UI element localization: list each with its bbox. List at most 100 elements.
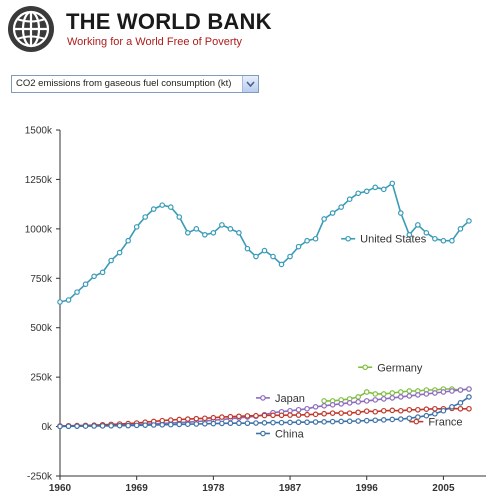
data-point-united-states[interactable]	[74, 289, 80, 295]
data-point-united-states[interactable]	[346, 196, 353, 203]
data-point-united-states[interactable]	[236, 230, 242, 236]
data-point-china[interactable]	[440, 407, 447, 414]
data-point-china[interactable]	[167, 421, 174, 428]
data-point-france[interactable]	[312, 411, 319, 418]
data-point-japan[interactable]	[380, 396, 387, 402]
data-point-germany[interactable]	[321, 398, 327, 404]
data-point-japan[interactable]	[329, 402, 336, 408]
brand-title[interactable]: THE WORLD BANK	[66, 9, 272, 34]
data-point-china[interactable]	[432, 410, 438, 417]
data-point-france[interactable]	[219, 414, 225, 420]
data-point-japan[interactable]	[415, 392, 421, 398]
data-point-china[interactable]	[133, 422, 140, 429]
data-point-japan[interactable]	[295, 406, 302, 413]
data-point-united-states[interactable]	[415, 222, 421, 228]
data-point-china[interactable]	[150, 422, 157, 428]
data-point-france[interactable]	[185, 416, 191, 422]
data-point-france[interactable]	[346, 410, 353, 416]
data-point-united-states[interactable]	[167, 204, 174, 210]
data-point-france[interactable]	[380, 407, 387, 414]
data-point-japan[interactable]	[372, 397, 379, 403]
data-point-china[interactable]	[287, 419, 293, 426]
data-point-france[interactable]	[261, 412, 268, 419]
data-point-germany[interactable]	[380, 391, 387, 397]
data-point-france[interactable]	[355, 409, 362, 416]
data-point-japan[interactable]	[321, 403, 327, 409]
data-point-japan[interactable]	[423, 391, 430, 397]
data-point-united-states[interactable]	[397, 210, 404, 216]
data-point-japan[interactable]	[406, 393, 413, 399]
data-point-china[interactable]	[380, 417, 387, 423]
data-point-france[interactable]	[397, 407, 404, 414]
data-point-united-states[interactable]	[440, 237, 447, 244]
data-point-germany[interactable]	[372, 391, 379, 397]
data-point-united-states[interactable]	[406, 231, 413, 238]
data-point-united-states[interactable]	[380, 186, 387, 193]
data-point-france[interactable]	[236, 413, 242, 420]
data-point-france[interactable]	[372, 408, 379, 415]
data-point-united-states[interactable]	[355, 190, 362, 197]
data-point-japan[interactable]	[457, 387, 464, 393]
data-point-united-states[interactable]	[99, 269, 106, 276]
data-point-china[interactable]	[457, 400, 464, 406]
data-point-china[interactable]	[295, 419, 302, 426]
data-point-united-states[interactable]	[57, 299, 63, 305]
data-point-china[interactable]	[415, 414, 421, 420]
indicator-select[interactable]: CO2 emissions from gaseous fuel consumpt…	[11, 75, 259, 93]
data-point-china[interactable]	[193, 421, 200, 427]
data-point-china[interactable]	[466, 394, 472, 400]
data-point-china[interactable]	[74, 423, 80, 429]
data-point-france[interactable]	[304, 411, 310, 418]
data-point-japan[interactable]	[397, 394, 404, 400]
data-point-japan[interactable]	[312, 403, 319, 410]
data-point-japan[interactable]	[389, 395, 396, 401]
data-point-united-states[interactable]	[142, 214, 149, 220]
data-point-united-states[interactable]	[304, 237, 310, 244]
data-point-united-states[interactable]	[227, 226, 234, 232]
data-point-france[interactable]	[295, 412, 302, 418]
data-point-china[interactable]	[82, 423, 89, 429]
data-point-united-states[interactable]	[244, 245, 251, 252]
data-point-france[interactable]	[338, 410, 344, 416]
data-point-france[interactable]	[227, 413, 234, 420]
data-point-united-states[interactable]	[457, 226, 464, 232]
data-point-united-states[interactable]	[193, 226, 200, 232]
data-point-united-states[interactable]	[82, 281, 89, 288]
data-point-china[interactable]	[406, 415, 413, 422]
data-point-united-states[interactable]	[150, 206, 157, 212]
data-point-united-states[interactable]	[176, 214, 183, 220]
data-point-united-states[interactable]	[321, 216, 327, 222]
data-point-united-states[interactable]	[108, 257, 114, 264]
data-point-united-states[interactable]	[295, 243, 302, 250]
data-point-china[interactable]	[449, 403, 455, 410]
data-point-china[interactable]	[244, 420, 251, 427]
data-point-china[interactable]	[338, 418, 344, 425]
data-point-china[interactable]	[99, 423, 106, 429]
data-point-japan[interactable]	[466, 386, 472, 392]
data-point-china[interactable]	[372, 417, 379, 424]
data-point-united-states[interactable]	[329, 210, 336, 216]
data-point-france[interactable]	[457, 405, 464, 412]
data-point-france[interactable]	[406, 406, 413, 413]
data-point-united-states[interactable]	[287, 253, 293, 260]
data-point-china[interactable]	[278, 419, 285, 426]
data-point-japan[interactable]	[346, 400, 353, 406]
data-point-japan[interactable]	[304, 405, 310, 412]
data-point-china[interactable]	[125, 422, 131, 429]
data-point-united-states[interactable]	[270, 253, 276, 260]
data-point-china[interactable]	[159, 421, 166, 428]
data-point-china[interactable]	[389, 416, 396, 423]
data-point-united-states[interactable]	[125, 237, 131, 244]
world-bank-globe-logo[interactable]	[6, 4, 56, 54]
data-point-japan[interactable]	[287, 407, 293, 414]
data-point-china[interactable]	[91, 423, 97, 429]
data-point-china[interactable]	[270, 419, 276, 426]
data-point-france[interactable]	[329, 410, 336, 416]
data-point-france[interactable]	[389, 407, 396, 414]
data-point-germany[interactable]	[397, 389, 404, 395]
data-point-france[interactable]	[423, 406, 430, 412]
data-point-france[interactable]	[321, 410, 327, 417]
data-point-japan[interactable]	[338, 401, 344, 407]
data-point-germany[interactable]	[355, 394, 362, 400]
data-point-china[interactable]	[423, 412, 430, 419]
